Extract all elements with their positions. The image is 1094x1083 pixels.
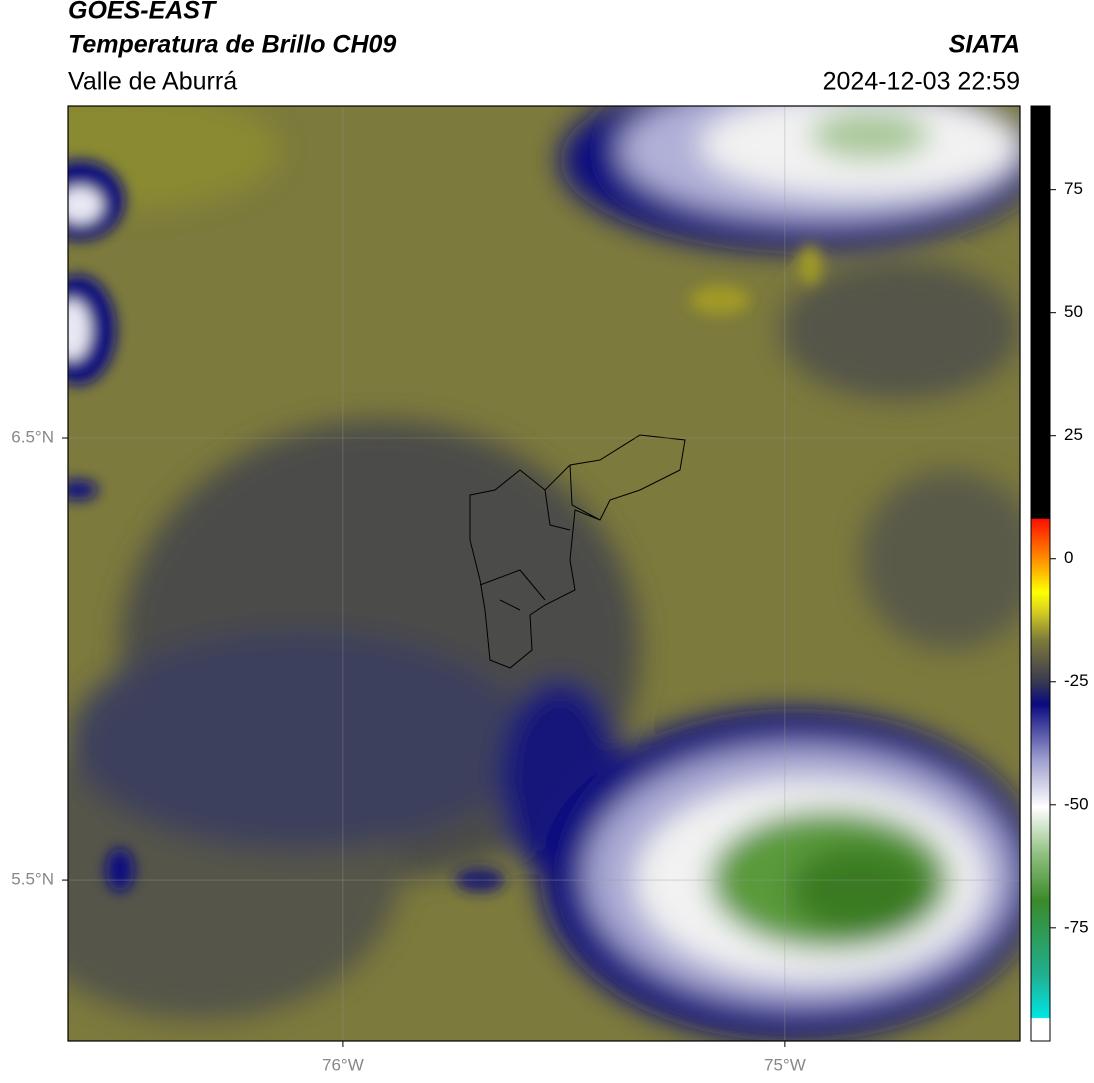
colorbar-tick-label: 75	[1064, 179, 1083, 198]
y-tick-label: 6.5°N	[11, 427, 54, 446]
gridlines	[68, 106, 1020, 1041]
map-frame	[67, 105, 1021, 1042]
colorbar	[1030, 105, 1051, 1042]
satellite-image	[68, 106, 1020, 1041]
colorbar-tick-label: 25	[1064, 425, 1083, 444]
x-tick-label: 76°W	[322, 1055, 364, 1074]
colorbar-tick-label: 0	[1064, 548, 1073, 567]
datetime: 2024-12-03 22:59	[823, 68, 1020, 96]
x-tick-label: 75°W	[764, 1055, 806, 1074]
colorbar-tick-label: -50	[1064, 794, 1089, 813]
y-tick-label: 5.5°N	[11, 870, 54, 889]
colorbar-tick-label: 50	[1064, 302, 1083, 321]
colorbar-tick-label: -25	[1064, 671, 1089, 690]
colorbar-tick-label: -75	[1064, 917, 1089, 936]
region-title: Valle de Aburrá	[68, 68, 237, 96]
satellite-title: GOES-EAST	[68, 0, 218, 25]
product-title: Temperatura de Brillo CH09	[68, 31, 396, 59]
source-title: SIATA	[949, 31, 1020, 59]
